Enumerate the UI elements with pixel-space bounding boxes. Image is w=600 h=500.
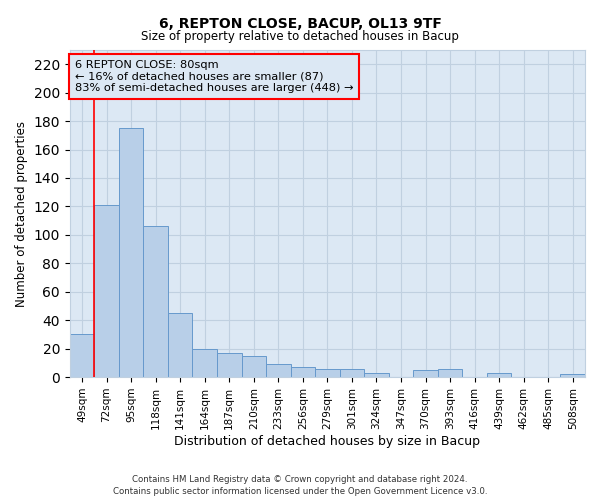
Bar bbox=[143, 226, 168, 377]
Bar bbox=[364, 373, 389, 377]
Bar bbox=[266, 364, 290, 377]
Bar bbox=[217, 353, 242, 377]
Bar bbox=[315, 368, 340, 377]
Text: Size of property relative to detached houses in Bacup: Size of property relative to detached ho… bbox=[141, 30, 459, 43]
Bar bbox=[119, 128, 143, 377]
Bar bbox=[438, 368, 463, 377]
Text: 6 REPTON CLOSE: 80sqm
← 16% of detached houses are smaller (87)
83% of semi-deta: 6 REPTON CLOSE: 80sqm ← 16% of detached … bbox=[75, 60, 353, 93]
Bar bbox=[193, 348, 217, 377]
Text: Contains HM Land Registry data © Crown copyright and database right 2024.
Contai: Contains HM Land Registry data © Crown c… bbox=[113, 474, 487, 496]
Bar bbox=[340, 368, 364, 377]
Y-axis label: Number of detached properties: Number of detached properties bbox=[15, 120, 28, 306]
Bar bbox=[94, 205, 119, 377]
Bar bbox=[290, 367, 315, 377]
Bar bbox=[560, 374, 585, 377]
Bar bbox=[413, 370, 438, 377]
X-axis label: Distribution of detached houses by size in Bacup: Distribution of detached houses by size … bbox=[175, 434, 481, 448]
Bar bbox=[168, 313, 193, 377]
Text: 6, REPTON CLOSE, BACUP, OL13 9TF: 6, REPTON CLOSE, BACUP, OL13 9TF bbox=[158, 18, 442, 32]
Bar bbox=[242, 356, 266, 377]
Bar bbox=[70, 334, 94, 377]
Bar bbox=[487, 373, 511, 377]
